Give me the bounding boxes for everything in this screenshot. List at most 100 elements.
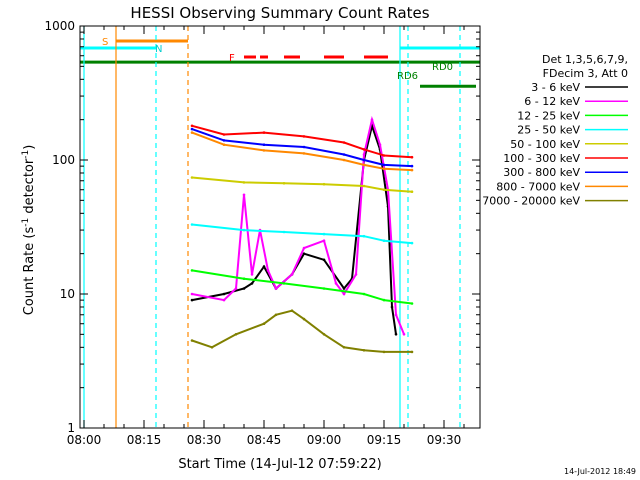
rd0-label: RD0 bbox=[432, 62, 453, 73]
series-point bbox=[382, 239, 386, 242]
chart-title: HESSI Observing Summary Count Rates bbox=[130, 4, 429, 22]
series-point bbox=[222, 133, 226, 136]
legend-label: 800 - 7000 keV bbox=[496, 180, 580, 193]
series-point bbox=[222, 292, 226, 296]
series-line bbox=[191, 115, 405, 335]
series-point bbox=[222, 139, 226, 142]
x-tick-label: 08:15 bbox=[127, 433, 162, 447]
series-point bbox=[394, 313, 398, 317]
series-point bbox=[262, 265, 266, 268]
series-point bbox=[342, 346, 346, 349]
series-point bbox=[382, 167, 386, 171]
series-point bbox=[190, 223, 194, 226]
series-line bbox=[191, 309, 412, 353]
legend-label: 300 - 800 keV bbox=[503, 166, 580, 179]
state-labels-layer: S N F RD0 RD6 bbox=[102, 37, 453, 82]
axes-layer: 1 10 100 1000 08:00 08:15 08:30 08:45 09:00 09:15… bbox=[44, 19, 481, 447]
series-point bbox=[322, 287, 326, 290]
series-point bbox=[302, 135, 306, 138]
series-point bbox=[410, 241, 414, 245]
series-line bbox=[191, 124, 413, 159]
x-tick-label: 09:00 bbox=[307, 433, 342, 447]
series-point bbox=[362, 163, 366, 167]
series-line bbox=[191, 122, 397, 335]
y-axis-label: Count Rate (s-1 detector-1) bbox=[21, 145, 37, 316]
series-point bbox=[302, 152, 306, 155]
series-point bbox=[410, 168, 414, 172]
series-point bbox=[190, 269, 194, 272]
series-point bbox=[250, 282, 254, 285]
series-point bbox=[362, 184, 366, 188]
series-point bbox=[290, 273, 294, 276]
series-point bbox=[262, 149, 266, 152]
series-point bbox=[362, 158, 366, 162]
series-point bbox=[190, 298, 194, 302]
y-axis-label-sup1: -1 bbox=[21, 218, 31, 227]
series-point bbox=[262, 322, 266, 326]
series-point bbox=[322, 333, 326, 336]
series-point bbox=[234, 333, 238, 336]
series-point bbox=[222, 143, 226, 146]
series-point bbox=[410, 155, 414, 159]
series-point bbox=[262, 143, 266, 146]
x-tick-label: 09:30 bbox=[427, 433, 462, 447]
series-point bbox=[342, 158, 346, 162]
series-point bbox=[222, 298, 226, 302]
legend-header-line-1: Det 1,3,5,6,7,9, bbox=[542, 53, 628, 66]
series-point bbox=[410, 350, 414, 354]
series-point bbox=[242, 228, 246, 232]
series-point bbox=[190, 131, 194, 134]
series-point bbox=[334, 282, 338, 285]
series-point bbox=[370, 118, 374, 121]
x-tick-label: 09:15 bbox=[367, 433, 402, 447]
series-point bbox=[242, 277, 246, 281]
legend-label: 25 - 50 keV bbox=[517, 124, 580, 137]
legend-label: 7000 - 20000 keV bbox=[482, 195, 580, 208]
vertical-markers-layer bbox=[83, 26, 461, 428]
series-point bbox=[390, 305, 394, 309]
series-point bbox=[262, 131, 266, 134]
series-point bbox=[394, 333, 398, 336]
series-point bbox=[382, 350, 386, 354]
series-point bbox=[410, 190, 414, 193]
series-point bbox=[282, 230, 286, 234]
legend-label: 12 - 25 keV bbox=[517, 109, 580, 122]
series-point bbox=[322, 258, 326, 262]
flare-label: F bbox=[229, 53, 235, 64]
series-point bbox=[302, 145, 306, 149]
series-line bbox=[191, 176, 413, 193]
y-tick-label: 1000 bbox=[44, 19, 75, 33]
series-point bbox=[242, 193, 246, 197]
legend-label: 50 - 100 keV bbox=[510, 138, 580, 151]
series-point bbox=[190, 292, 194, 296]
series-layer bbox=[190, 115, 414, 354]
series-point bbox=[362, 148, 366, 151]
legend-label: 3 - 6 keV bbox=[531, 81, 580, 94]
series-point bbox=[382, 154, 386, 157]
legend: Det 1,3,5,6,7,9, FDecim 3, Att 0 3 - 6 k… bbox=[482, 53, 628, 208]
rd6-label: RD6 bbox=[397, 71, 418, 82]
plot-frame bbox=[79, 25, 481, 429]
series-point bbox=[410, 302, 414, 305]
y-tick-label: 100 bbox=[52, 153, 75, 167]
y-tick-label: 10 bbox=[60, 287, 75, 301]
series-point bbox=[410, 164, 414, 168]
y-axis-label-main: Count Rate (s bbox=[22, 227, 37, 316]
series-line bbox=[191, 128, 413, 168]
series-point bbox=[274, 287, 278, 290]
series-point bbox=[382, 188, 386, 191]
series-point bbox=[190, 176, 194, 179]
y-axis-label-sup2: -1 bbox=[21, 150, 31, 159]
series-point bbox=[282, 282, 286, 285]
x-tick-label: 08:45 bbox=[247, 433, 282, 447]
y-axis-label-end: ) bbox=[22, 145, 37, 150]
legend-header-line-2: FDecim 3, Att 0 bbox=[543, 67, 628, 80]
series-point bbox=[250, 273, 254, 276]
series-point bbox=[322, 182, 326, 186]
series-point bbox=[302, 252, 306, 255]
series-point bbox=[274, 313, 278, 317]
series-point bbox=[242, 287, 246, 290]
legend-label: 6 - 12 keV bbox=[524, 95, 580, 108]
series-point bbox=[190, 339, 194, 342]
series-point bbox=[402, 333, 406, 336]
